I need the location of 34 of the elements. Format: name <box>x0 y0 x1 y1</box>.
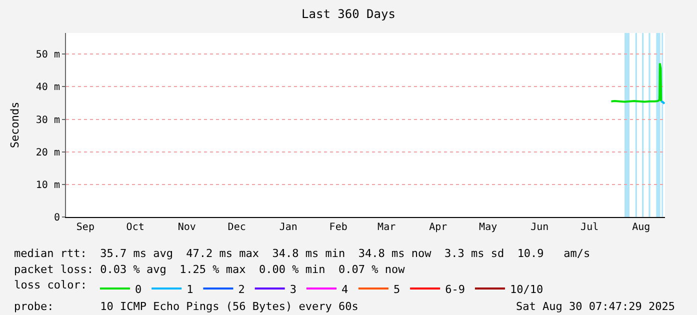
y-axis-title: Seconds <box>8 102 22 148</box>
legend-label: 6-9 <box>445 282 465 296</box>
legend-label: 2 <box>238 282 245 296</box>
y-tick-label: 20 m <box>36 147 60 158</box>
y-tick-label: 40 m <box>36 82 60 94</box>
legend-label: 0 <box>134 282 142 296</box>
y-tick-label: 10 m <box>36 180 60 191</box>
text: median rtt: 35.7 ms avg 47.2 ms max 34.8 ms min 34.8 ms now 3.3 ms sd 10.9 am/s <box>14 247 590 260</box>
x-tick-label: Feb <box>329 222 348 233</box>
x-tick-label: May <box>479 222 498 233</box>
x-tick-label: Jan <box>279 222 298 233</box>
x-tick-label: Oct <box>126 222 144 233</box>
x-tick-label: Nov <box>178 222 196 233</box>
y-tick-label: 0 <box>54 212 60 224</box>
text: probe: 10 ICMP Echo Pings (56 Bytes) every 60s <box>14 300 358 313</box>
legend-label: 10/10 <box>510 282 544 296</box>
legend-label: 3 <box>290 282 296 296</box>
text: packet loss: 0.03 % avg 1.25 % max 0.00 % min 0.07 % now <box>14 263 406 276</box>
x-tick-label: Sep <box>76 222 94 233</box>
x-tick-label: Mar <box>378 222 396 233</box>
y-tick-label: 50 m <box>36 50 60 61</box>
legend-label: 5 <box>393 282 400 296</box>
x-tick-label: Dec <box>228 222 246 233</box>
y-tick-label: 30 m <box>36 114 60 126</box>
text: Sat Aug 30 07:47:29 2025 <box>516 300 675 313</box>
legend-label: 4 <box>341 282 348 296</box>
x-tick-label: Aug <box>632 222 650 233</box>
legend-title: loss color: <box>14 278 87 292</box>
x-tick-label: Apr <box>429 222 448 233</box>
line-series <box>610 62 662 103</box>
legend-label: 1 <box>186 282 194 296</box>
x-tick-label: Jun <box>530 222 549 233</box>
x-tick-label: Jul <box>580 222 599 233</box>
chart-title: Last 360 Days <box>302 6 396 21</box>
